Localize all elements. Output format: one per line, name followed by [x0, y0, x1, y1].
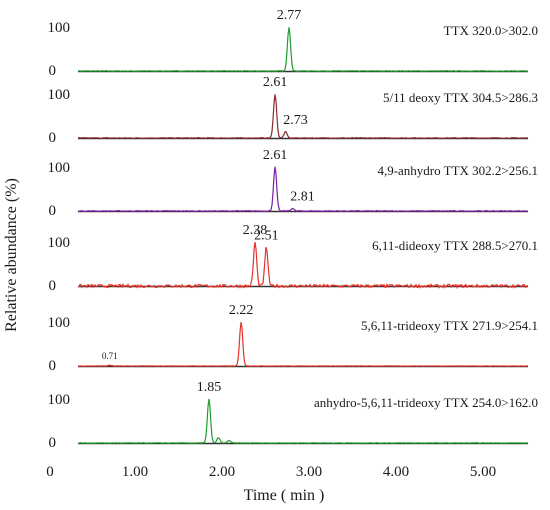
x-tick-label: 2.00	[209, 464, 235, 480]
peak-label: 2.51	[254, 228, 279, 243]
y-tick-label: 0	[49, 435, 57, 451]
y-axis-label: Relative abundance (%)	[3, 178, 20, 332]
y-tick-label: 100	[48, 160, 71, 176]
y-tick-label: 100	[48, 20, 71, 36]
chromatogram-panel: 100 0 2.61 2.81 4,9-anhydro TTX 302.2>256.1	[48, 148, 539, 219]
x-axis-label: Time ( min )	[244, 487, 325, 504]
x-tick-label: 3.00	[296, 464, 322, 480]
transition-label: 6,11-dideoxy TTX 288.5>270.1	[372, 238, 538, 253]
chromatogram-panel: 100 0 0.71 2.22 5,6,11-trideoxy TTX 271.9>25…	[48, 303, 539, 374]
peak-label: 2.61	[263, 75, 288, 90]
signal-trace	[77, 166, 529, 213]
transition-label: TTX 320.0>302.0	[444, 23, 538, 38]
y-tick-label: 0	[49, 63, 57, 79]
y-tick-label: 0	[49, 278, 57, 294]
y-tick-label: 0	[49, 358, 57, 374]
y-tick-label: 100	[48, 87, 71, 103]
peak-label: 2.77	[277, 8, 302, 23]
x-tick-label: 1.00	[122, 464, 148, 480]
y-tick-label: 100	[48, 392, 71, 408]
transition-label: 5,6,11-trideoxy TTX 271.9>254.1	[361, 318, 538, 333]
transition-label: 5/11 deoxy TTX 304.5>286.3	[383, 90, 538, 105]
chromatogram-panels: 100 0 2.77 TTX 320.0>302.0 100 0 2.61 2.73 5/11 …	[48, 8, 539, 451]
transition-label: 4,9-anhydro TTX 302.2>256.1	[377, 163, 538, 178]
x-tick-label: 4.00	[383, 464, 409, 480]
y-tick-label: 100	[48, 235, 71, 251]
x-tick-label: 5.00	[470, 464, 496, 480]
chromatogram-panel: 100 0 2.61 2.73 5/11 deoxy TTX 304.5>286.3	[48, 75, 539, 146]
signal-trace	[77, 241, 529, 290]
x-axis: 0 1.00 2.00 3.00 4.00 5.00	[46, 464, 496, 480]
peak-label: 2.73	[283, 113, 308, 128]
signal-trace	[78, 321, 529, 367]
y-tick-label: 100	[48, 315, 71, 331]
peak-label: 2.61	[263, 148, 288, 163]
peak-label: 1.85	[197, 380, 222, 395]
signal-trace	[77, 94, 529, 140]
chromatogram-panel: 100 0 2.382.51 6,11-dideoxy TTX 288.5>270.1	[48, 223, 539, 294]
peak-label: 2.22	[229, 303, 254, 318]
chromatogram-panel: 100 0 2.77 TTX 320.0>302.0	[48, 8, 539, 79]
peak-label: 0.71	[102, 351, 118, 361]
transition-label: anhydro-5,6,11-trideoxy TTX 254.0>162.0	[314, 395, 538, 410]
peak-label: 2.81	[290, 189, 315, 204]
y-tick-label: 0	[49, 203, 57, 219]
peak-label: 2.38	[243, 223, 268, 238]
chromatogram-panel: 100 0 1.85 anhydro-5,6,11-trideoxy TTX 254.…	[48, 380, 539, 451]
y-tick-label: 0	[49, 130, 57, 146]
signal-trace	[77, 398, 529, 444]
signal-trace	[77, 27, 529, 72]
x-tick-label: 0	[46, 464, 54, 480]
